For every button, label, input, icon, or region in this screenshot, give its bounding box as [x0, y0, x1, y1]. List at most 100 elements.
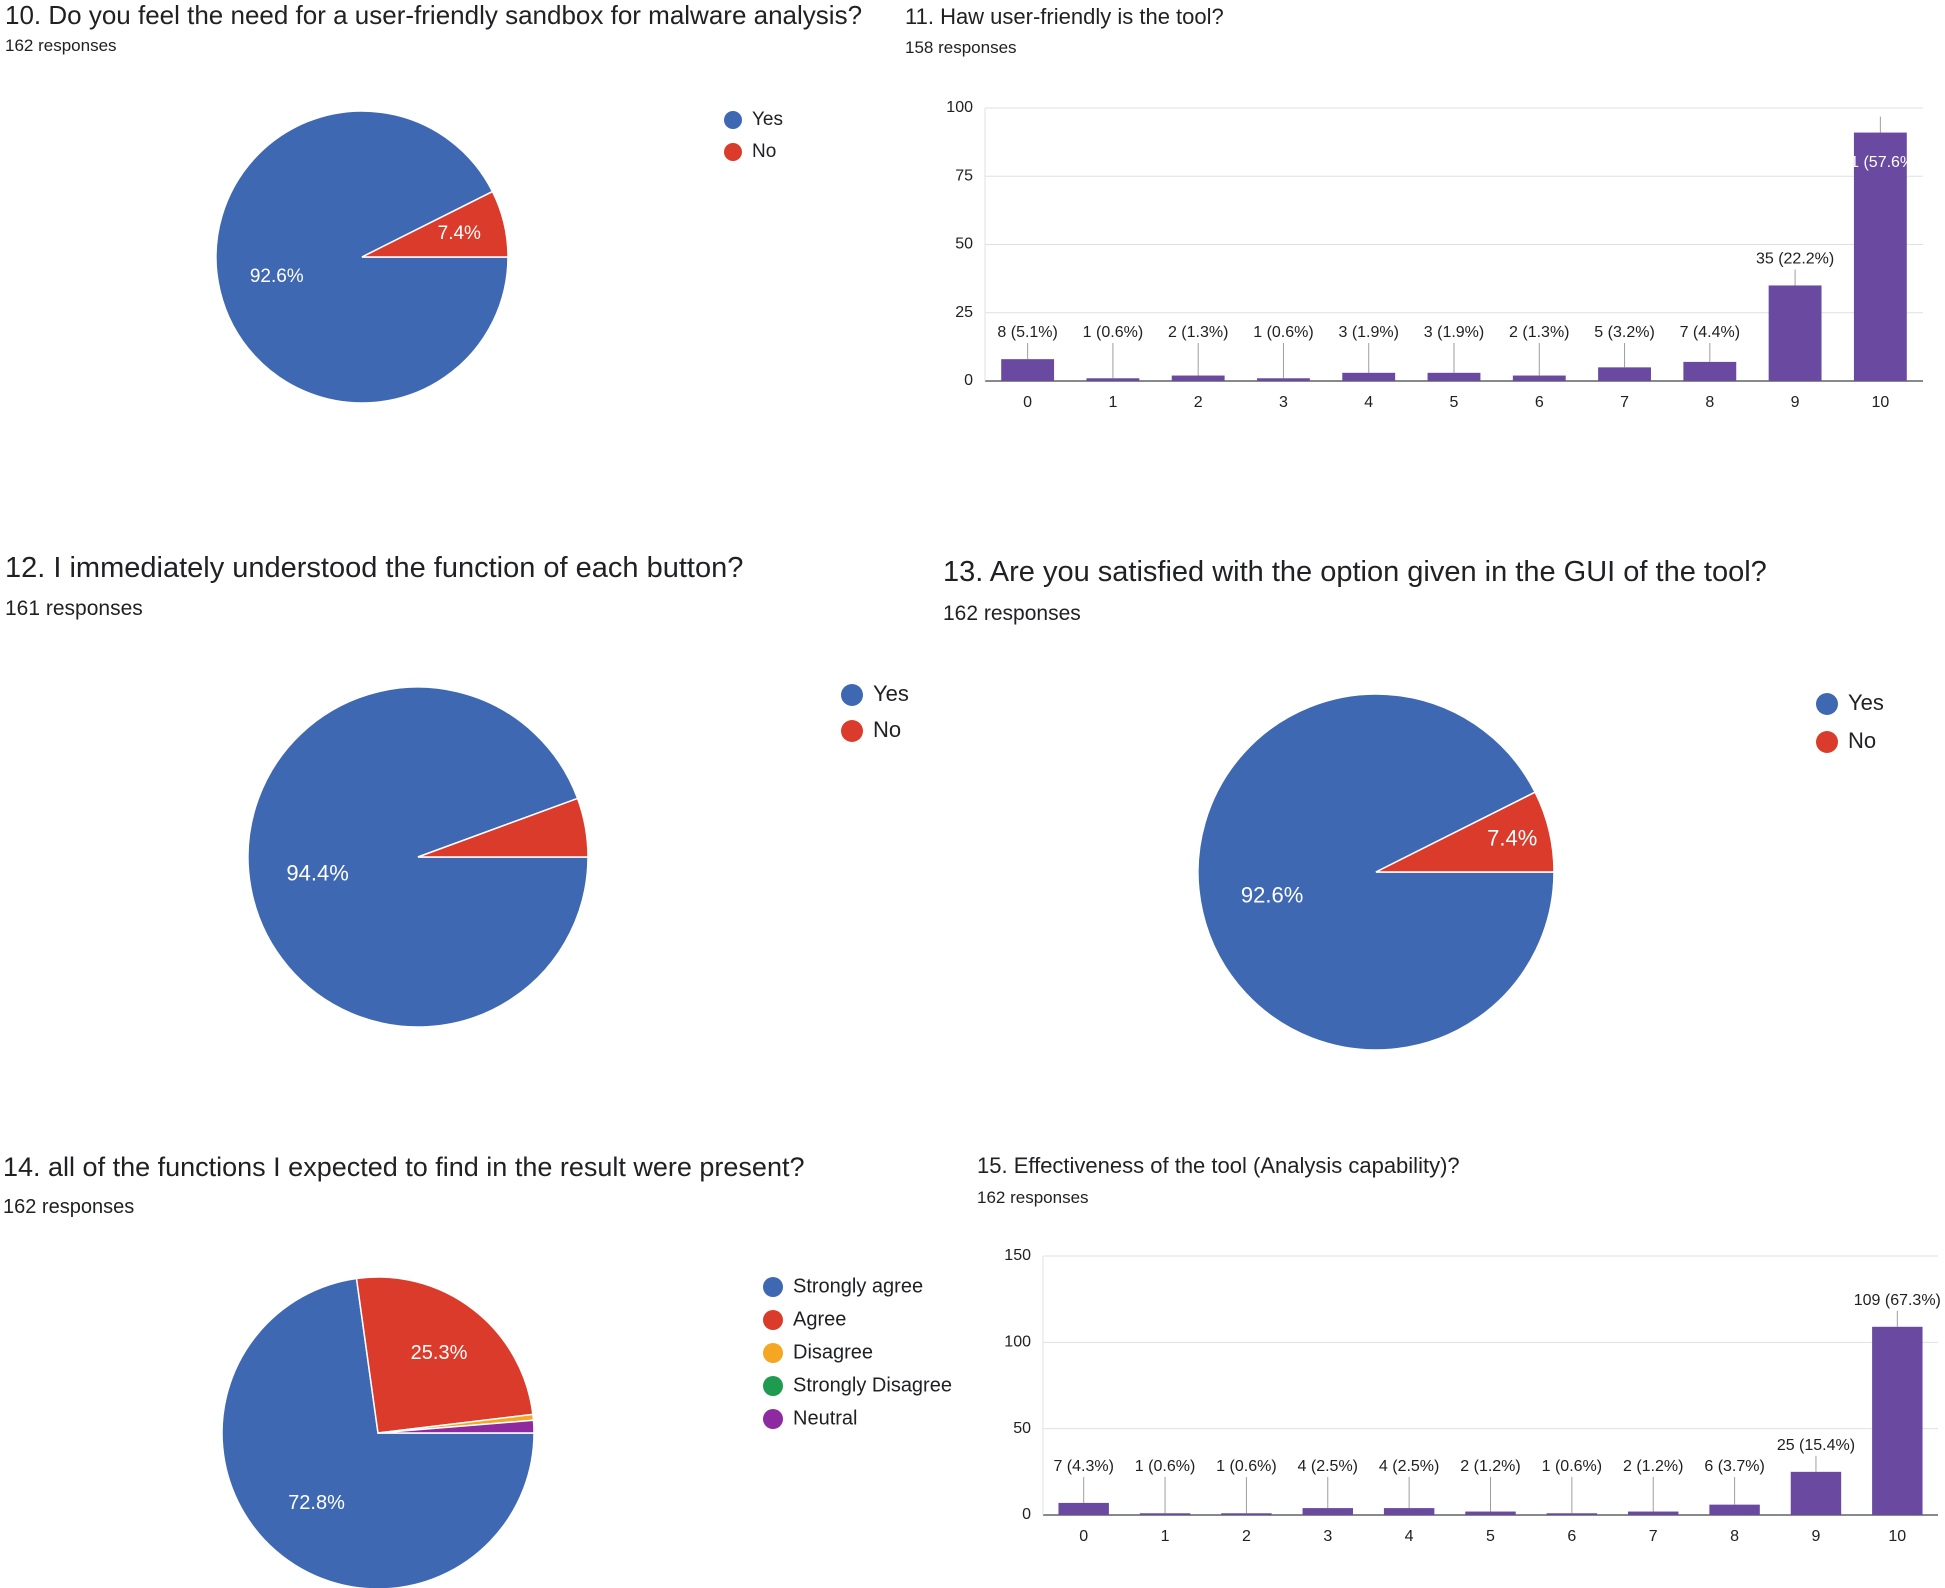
q11-xtick-1: 1: [1108, 394, 1117, 411]
q15-xtick-4: 4: [1405, 1528, 1414, 1545]
q15-xtick-6: 6: [1567, 1528, 1576, 1545]
q11-xtick-3: 3: [1279, 394, 1288, 411]
q11-bar-label-9: 35 (22.2%): [1756, 251, 1834, 268]
q15-ytick-0: 0: [1022, 1506, 1031, 1523]
q15-bar-label-10: 109 (67.3%): [1854, 1292, 1941, 1309]
q11-responses: 158 responses: [905, 38, 1017, 57]
q11-bar-label-5: 3 (1.9%): [1424, 324, 1484, 341]
q15-bar-label-7: 2 (1.2%): [1623, 1458, 1683, 1475]
q11-bar-label-10: 91 (57.6%): [1841, 154, 1919, 171]
q13-legend-label-0: Yes: [1848, 690, 1884, 715]
q11-xtick-6: 6: [1535, 394, 1544, 411]
q11-bar-label-4: 3 (1.9%): [1338, 324, 1398, 341]
q15-title: 15. Effectiveness of the tool (Analysis …: [977, 1153, 1460, 1178]
q15-bar-1: [1139, 1513, 1191, 1515]
q15-ytick-3: 150: [1004, 1247, 1031, 1264]
q15-bar-label-2: 1 (0.6%): [1216, 1458, 1276, 1475]
q15-bar-label-9: 25 (15.4%): [1777, 1437, 1855, 1454]
q15-bar-9: [1790, 1471, 1842, 1515]
q14-legend-label-3: Strongly Disagree: [793, 1374, 952, 1396]
q11-xtick-7: 7: [1620, 394, 1629, 411]
q13-title: 13. Are you satisfied with the option gi…: [943, 556, 1767, 588]
q13-pie-chart: 92.6% 7.4% Yes No: [1197, 690, 1884, 1051]
q10-slice-label-0: 92.6%: [250, 266, 304, 287]
q11-bar-4: [1342, 372, 1396, 381]
q11-xtick-2: 2: [1194, 394, 1203, 411]
q13-slice-no: [1375, 791, 1555, 873]
q14-legend-marker-4: [763, 1409, 783, 1429]
q11-bar-10: [1853, 132, 1907, 381]
q11-bar-0: [1001, 359, 1055, 381]
q15-responses: 162 responses: [977, 1188, 1089, 1207]
q12-slice-no: [417, 797, 589, 858]
q11-ytick-3: 75: [955, 167, 973, 184]
q13-legend-marker-0: [1816, 693, 1838, 715]
q10-pie-chart: 92.6% 7.4% Yes No: [215, 109, 783, 404]
q15-xtick-10: 10: [1888, 1528, 1906, 1545]
q13-responses: 162 responses: [943, 602, 1081, 625]
q14-title: 14. all of the functions I expected to f…: [3, 1152, 805, 1182]
q15-bar-10: [1872, 1326, 1923, 1515]
q11-bar-3: [1257, 378, 1310, 381]
q15-bar-label-3: 4 (2.5%): [1298, 1458, 1358, 1475]
q15-xtick-5: 5: [1486, 1528, 1495, 1545]
q15-ytick-2: 100: [1004, 1334, 1031, 1351]
q10-title: 10. Do you feel the need for a user-frie…: [5, 0, 863, 30]
q14-legend-marker-0: [763, 1277, 783, 1297]
q15-bar-label-0: 7 (4.3%): [1053, 1458, 1113, 1475]
q15-ytick-1: 50: [1013, 1420, 1031, 1437]
q15-xtick-3: 3: [1323, 1528, 1332, 1545]
q13-legend-label-1: No: [1848, 728, 1876, 753]
q15-xtick-8: 8: [1730, 1528, 1739, 1545]
q14-legend-label-0: Strongly agree: [793, 1275, 923, 1297]
q12-legend-label-1: No: [873, 717, 901, 742]
q15-bar-label-1: 1 (0.6%): [1135, 1458, 1195, 1475]
q11-xtick-10: 10: [1871, 394, 1889, 411]
q11-xtick-8: 8: [1705, 394, 1714, 411]
q11-bar-label-6: 2 (1.3%): [1509, 324, 1569, 341]
q11-ytick-0: 0: [964, 372, 973, 389]
q11-xtick-0: 0: [1023, 394, 1032, 411]
q14-slice-label-0: 72.8%: [288, 1492, 345, 1514]
q11-bar-label-7: 5 (3.2%): [1594, 324, 1654, 341]
q11-bar-5: [1427, 372, 1481, 381]
q12-title: 12. I immediately understood the functio…: [5, 552, 744, 584]
q15-xtick-7: 7: [1649, 1528, 1658, 1545]
q11-bar-8: [1683, 361, 1737, 381]
q11-xtick-4: 4: [1364, 394, 1373, 411]
q13-slice-label-0: 92.6%: [1241, 882, 1303, 907]
q14-legend-marker-1: [763, 1310, 783, 1330]
q12-responses: 161 responses: [5, 597, 143, 620]
q15-xtick-0: 0: [1079, 1528, 1088, 1545]
q15-bar-label-5: 2 (1.2%): [1460, 1458, 1520, 1475]
q14-pie-chart: 72.8% 25.3% Strongly agree Agree Disagree Str…: [221, 1275, 952, 1588]
q11-bar-label-8: 7 (4.4%): [1680, 324, 1740, 341]
q12-legend-marker-0: [841, 684, 863, 706]
q15-xtick-9: 9: [1812, 1528, 1821, 1545]
q11-bar-label-2: 2 (1.3%): [1168, 324, 1228, 341]
q15-bar-2: [1221, 1513, 1272, 1515]
q10-legend-marker-0: [724, 111, 742, 129]
q14-legend-marker-2: [763, 1343, 783, 1363]
q11-ytick-1: 25: [955, 304, 973, 321]
q10-responses: 162 responses: [5, 36, 117, 55]
q15-bar-label-8: 6 (3.7%): [1704, 1458, 1764, 1475]
q15-bar-3: [1302, 1508, 1353, 1515]
q10-slice-label-1: 7.4%: [438, 223, 481, 244]
q10-legend-marker-1: [724, 143, 742, 161]
q13-slice-label-1: 7.4%: [1487, 826, 1537, 851]
q15-bar-8: [1709, 1504, 1760, 1515]
q11-bar-1: [1086, 378, 1140, 381]
q14-legend-label-1: Agree: [793, 1308, 846, 1330]
q11-bar-7: [1598, 367, 1651, 381]
q14-slice-neutral: [377, 1419, 535, 1434]
q11-ytick-4: 100: [946, 99, 973, 116]
q11-bar-2: [1171, 375, 1225, 381]
q15-bar-0: [1058, 1502, 1109, 1515]
q15-bar-label-6: 1 (0.6%): [1542, 1458, 1602, 1475]
q14-legend-marker-3: [763, 1376, 783, 1396]
q15-bar-7: [1628, 1511, 1679, 1515]
q15-bar-label-4: 4 (2.5%): [1379, 1458, 1439, 1475]
